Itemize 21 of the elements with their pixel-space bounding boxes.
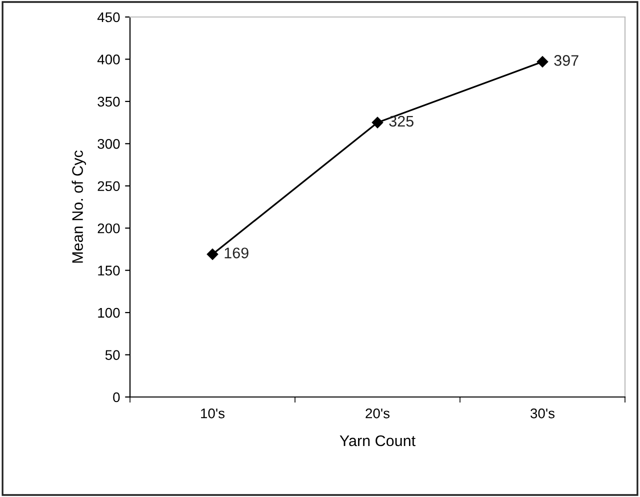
y-tick-label: 350 (98, 96, 120, 107)
y-tick-label: 450 (97, 12, 120, 22)
data-label: 397 (554, 55, 578, 66)
point (536, 56, 548, 68)
x-tick-label: 30's (530, 408, 555, 418)
y-tick-label: 0 (113, 392, 120, 402)
y-tick-label: 200 (98, 223, 120, 234)
data-label: 325 (389, 116, 414, 127)
y-tick-label: 400 (97, 54, 120, 64)
point (372, 116, 384, 128)
y-tick-label: 250 (98, 181, 120, 192)
point (206, 248, 218, 260)
x-tick-label: 20's (366, 408, 390, 418)
x-tick-label: 10's (201, 408, 225, 418)
y-axis-title: Mean No. of Cyc (72, 150, 86, 263)
y-tick-label: 100 (98, 308, 120, 318)
y-tick-label: 150 (98, 266, 120, 276)
y-tick-label: 300 (98, 139, 120, 149)
y-tick-label: 50 (105, 350, 120, 360)
data-label: 169 (224, 248, 248, 258)
x-axis-title: Yarn Count (340, 435, 416, 446)
